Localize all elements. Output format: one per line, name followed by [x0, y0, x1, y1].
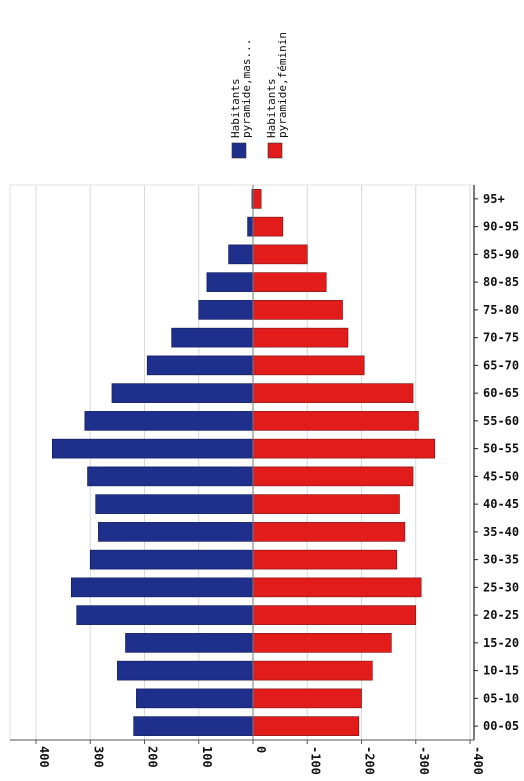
value-tick-label: 200: [146, 746, 160, 768]
bar-male-50-55: [51, 438, 254, 459]
plot-area: [9, 184, 475, 741]
bar-female-40-45: [252, 494, 400, 514]
bar-female-15-20: [252, 633, 392, 653]
age-group-label: 10-15: [483, 664, 519, 678]
legend-label-line1: Habitants: [229, 78, 242, 138]
legend-swatch-male: [231, 142, 247, 159]
bar-female-35-40: [252, 522, 406, 542]
bar-female-85-90: [252, 244, 308, 265]
bar-female-30-35: [252, 549, 398, 570]
legend-label-line2: pyramide,féminin: [276, 32, 289, 138]
age-group-label: 55-60: [483, 414, 519, 428]
age-group-label: 80-85: [483, 275, 519, 289]
legend-label-line1: Habitants: [265, 78, 278, 138]
age-group-label: 45-50: [483, 469, 519, 483]
value-tick-label: 400: [37, 746, 51, 768]
bar-male-20-25: [76, 605, 254, 625]
value-tick-label: -400: [471, 746, 485, 775]
age-group-label: 50-55: [483, 442, 519, 456]
age-group-label: 70-75: [483, 331, 519, 345]
bar-male-30-35: [89, 549, 254, 570]
age-group-label: 25-30: [483, 580, 519, 594]
legend-entry: Habitantspyramide,mas...: [229, 39, 253, 138]
legend-label-line2: pyramide,mas...: [240, 39, 253, 138]
bar-female-05-10: [252, 688, 362, 709]
age-group-label: 60-65: [483, 386, 519, 400]
bar-male-15-20: [125, 633, 254, 653]
bar-male-55-60: [84, 411, 254, 431]
value-tick-label: -300: [417, 746, 431, 775]
age-group-label: 35-40: [483, 525, 519, 539]
bar-female-95+: [252, 189, 262, 209]
bar-female-20-25: [252, 605, 417, 625]
plot-background: [9, 184, 475, 741]
age-group-label: 40-45: [483, 497, 519, 511]
bar-female-80-85: [252, 272, 327, 292]
bar-male-65-70: [146, 355, 254, 376]
value-tick-label: -100: [308, 746, 322, 775]
age-group-label: 65-70: [483, 358, 519, 372]
bar-female-55-60: [252, 411, 419, 431]
bar-male-05-10: [136, 688, 254, 709]
bar-male-75-80: [198, 300, 254, 320]
bar-male-35-40: [98, 522, 254, 542]
age-group-labels: 00-05 05-10 10-15 15-20 20-25 25-30 30-35 35-40…: [474, 192, 519, 733]
age-group-label: 75-80: [483, 303, 519, 317]
age-group-label: 20-25: [483, 608, 519, 622]
age-group-label: 90-95: [483, 220, 519, 234]
value-tick-label: -200: [363, 746, 377, 775]
bar-male-10-15: [117, 660, 254, 681]
value-axis-ticks: 400 300 200 100 0 -100 -200 -300 -400: [10, 739, 485, 775]
legend-swatch-female: [267, 142, 283, 159]
value-tick-label: 100: [200, 746, 214, 768]
bar-female-75-80: [252, 300, 343, 320]
bar-male-90-95: [247, 216, 254, 237]
bar-female-25-30: [252, 577, 422, 598]
bar-female-70-75: [252, 327, 349, 348]
bar-male-00-05: [133, 716, 254, 736]
bar-male-80-85: [206, 272, 254, 292]
bar-male-60-65: [111, 383, 254, 403]
bar-male-70-75: [171, 327, 254, 348]
bar-female-60-65: [252, 383, 414, 403]
value-tick-label: 300: [91, 746, 105, 768]
bar-female-45-50: [252, 466, 414, 487]
age-group-label: 15-20: [483, 636, 519, 650]
age-group-label: 95+: [483, 192, 505, 206]
age-group-label: 85-90: [483, 247, 519, 261]
bar-female-65-70: [252, 355, 365, 376]
bar-female-90-95: [252, 216, 284, 237]
bar-male-25-30: [70, 577, 254, 598]
bar-male-85-90: [228, 244, 254, 265]
age-group-label: 00-05: [483, 719, 519, 733]
bar-female-50-55: [252, 438, 436, 459]
value-tick-label: 0: [254, 746, 268, 753]
age-group-label: 05-10: [483, 691, 519, 705]
age-group-label: 30-35: [483, 553, 519, 567]
bar-female-00-05: [252, 716, 360, 736]
bar-male-40-45: [95, 494, 254, 514]
bar-female-10-15: [252, 660, 373, 681]
bar-male-45-50: [87, 466, 254, 487]
